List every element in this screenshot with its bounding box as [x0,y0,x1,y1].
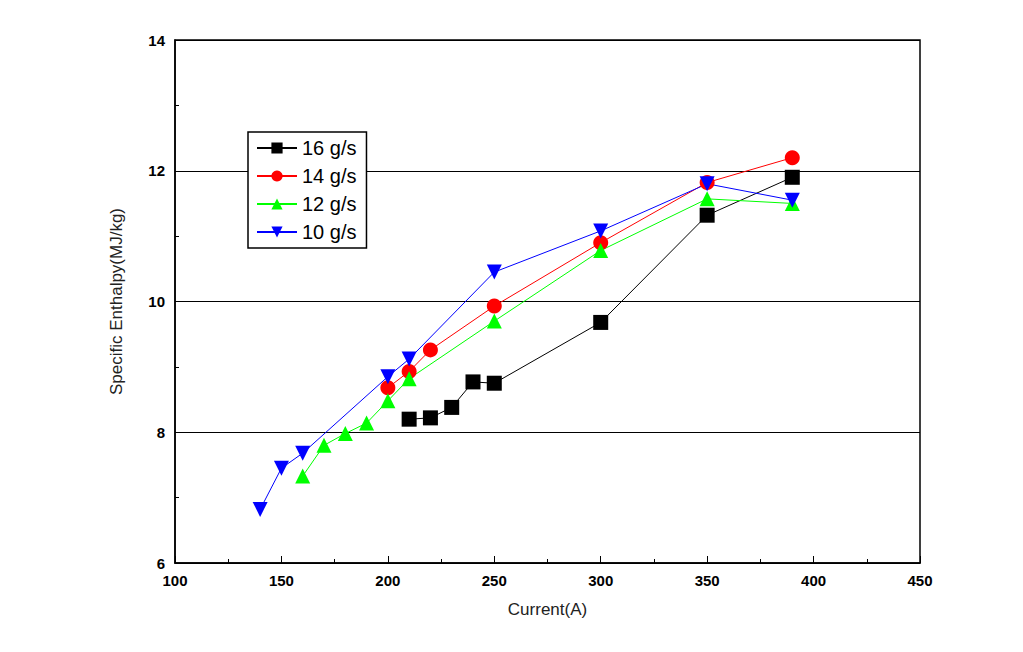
svg-text:16 g/s: 16 g/s [302,137,356,159]
svg-text:14 g/s: 14 g/s [302,165,356,187]
svg-text:100: 100 [162,572,187,589]
svg-text:450: 450 [907,572,932,589]
svg-text:6: 6 [157,555,165,572]
svg-text:12: 12 [148,162,165,179]
svg-text:10: 10 [148,293,165,310]
svg-text:Specific Enthalpy(MJ/kg): Specific Enthalpy(MJ/kg) [107,208,126,395]
svg-text:14: 14 [148,32,165,49]
svg-text:300: 300 [588,572,613,589]
svg-text:150: 150 [269,572,294,589]
svg-text:12 g/s: 12 g/s [302,193,356,215]
svg-text:Current(A): Current(A) [508,600,587,619]
svg-text:250: 250 [482,572,507,589]
svg-text:10 g/s: 10 g/s [302,221,356,243]
svg-text:8: 8 [157,424,165,441]
svg-text:400: 400 [801,572,826,589]
svg-text:350: 350 [695,572,720,589]
svg-text:200: 200 [375,572,400,589]
